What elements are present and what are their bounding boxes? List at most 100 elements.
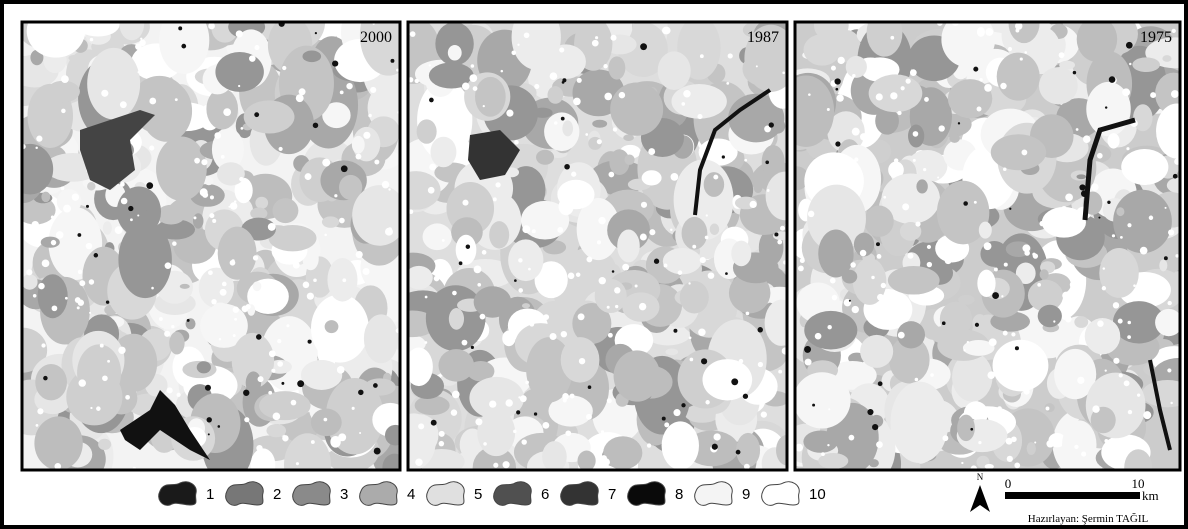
light-speck <box>273 413 281 421</box>
light-speck <box>1134 438 1136 440</box>
land-patch <box>87 182 95 190</box>
light-speck <box>1170 402 1172 404</box>
light-speck <box>664 422 669 427</box>
light-speck <box>282 435 288 441</box>
light-speck <box>120 182 125 187</box>
light-speck <box>915 378 919 382</box>
light-speck <box>1039 221 1044 226</box>
light-speck <box>338 433 346 441</box>
light-speck <box>242 306 249 313</box>
land-patch <box>322 216 339 227</box>
light-speck <box>604 93 612 101</box>
light-speck <box>61 75 69 83</box>
light-speck <box>561 331 567 337</box>
light-speck <box>51 215 54 218</box>
land-patch <box>157 205 186 225</box>
light-speck <box>597 240 601 244</box>
dark-speck <box>534 412 537 415</box>
light-speck <box>503 461 510 468</box>
land-patch <box>979 222 992 239</box>
land-patch <box>603 436 642 469</box>
light-speck <box>256 445 262 451</box>
light-speck <box>313 278 317 282</box>
light-speck <box>609 172 615 178</box>
light-speck <box>236 30 243 37</box>
land-patch <box>522 303 530 308</box>
light-speck <box>171 325 174 328</box>
land-patch <box>41 192 50 203</box>
light-speck <box>293 262 300 269</box>
light-speck <box>228 206 230 208</box>
dark-speck <box>1126 42 1133 49</box>
land-patch <box>325 320 339 333</box>
light-speck <box>382 181 389 188</box>
light-speck <box>1124 437 1126 439</box>
land-patch <box>475 77 506 117</box>
light-speck <box>209 213 214 218</box>
light-speck <box>1001 295 1003 297</box>
light-speck <box>525 381 529 385</box>
light-speck <box>649 229 655 235</box>
light-speck <box>761 411 767 417</box>
light-speck <box>913 131 919 137</box>
light-speck <box>324 234 327 237</box>
light-speck <box>230 202 237 209</box>
land-patch <box>477 409 515 456</box>
light-speck <box>135 43 142 50</box>
light-speck <box>550 72 558 80</box>
dark-speck <box>992 292 999 299</box>
light-speck <box>1168 229 1174 235</box>
light-speck <box>512 316 516 320</box>
land-patch <box>77 344 121 402</box>
land-patch <box>302 51 321 63</box>
light-speck <box>368 114 372 118</box>
light-speck <box>334 194 337 197</box>
land-patch <box>1059 61 1075 70</box>
light-speck <box>374 160 379 165</box>
light-speck <box>291 400 297 406</box>
light-speck <box>149 146 154 151</box>
light-speck <box>1102 286 1106 290</box>
light-speck <box>469 74 477 82</box>
light-speck <box>233 334 236 337</box>
light-speck <box>908 253 914 259</box>
light-speck <box>1140 247 1148 255</box>
light-speck <box>518 396 520 398</box>
light-speck <box>1133 284 1136 287</box>
legend-label: 9 <box>742 486 750 503</box>
light-speck <box>211 299 216 304</box>
land-patch <box>665 348 678 355</box>
legend-label: 5 <box>474 486 482 503</box>
light-speck <box>356 154 362 160</box>
light-speck <box>852 306 859 313</box>
land-patch <box>301 360 342 390</box>
land-patch <box>662 27 671 35</box>
light-speck <box>1109 443 1114 448</box>
light-speck <box>901 86 905 90</box>
land-patch <box>949 134 959 143</box>
light-speck <box>346 83 352 89</box>
light-speck <box>1003 331 1008 336</box>
light-speck <box>451 409 457 415</box>
dark-speck <box>178 26 182 30</box>
light-speck <box>1000 83 1006 89</box>
land-patch <box>1162 55 1171 62</box>
light-speck <box>340 90 344 94</box>
dark-speck <box>942 321 946 325</box>
light-speck <box>778 370 782 374</box>
light-speck <box>471 64 475 68</box>
light-speck <box>452 291 457 296</box>
light-speck <box>690 358 694 362</box>
light-speck <box>1020 57 1023 60</box>
land-patch <box>1155 309 1182 336</box>
light-speck <box>342 278 346 282</box>
dark-speck <box>804 346 811 353</box>
light-speck <box>1128 410 1132 414</box>
light-speck <box>585 133 588 136</box>
dark-speck <box>1098 217 1100 219</box>
light-speck <box>920 294 923 297</box>
land-patch <box>993 340 1049 392</box>
dark-speck <box>374 448 381 455</box>
dark-speck <box>516 410 520 414</box>
light-speck <box>511 50 516 55</box>
